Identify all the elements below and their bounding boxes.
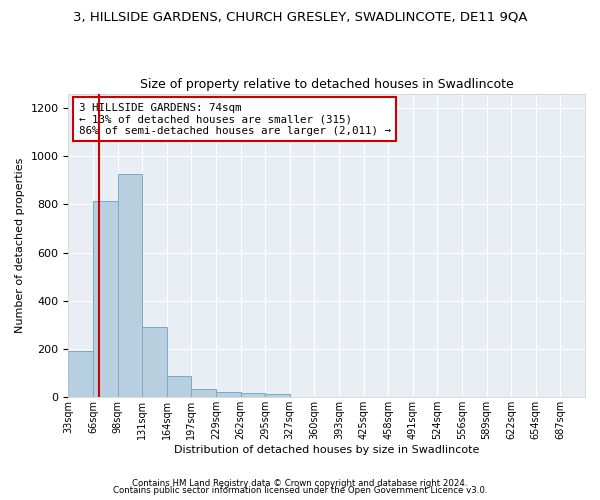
Text: Contains HM Land Registry data © Crown copyright and database right 2024.: Contains HM Land Registry data © Crown c… [132,478,468,488]
Title: Size of property relative to detached houses in Swadlincote: Size of property relative to detached ho… [140,78,514,91]
Text: Contains public sector information licensed under the Open Government Licence v3: Contains public sector information licen… [113,486,487,495]
Bar [265,394,290,398]
Bar [216,392,241,398]
Bar [142,328,167,398]
Bar [68,352,93,398]
Text: 3, HILLSIDE GARDENS, CHURCH GRESLEY, SWADLINCOTE, DE11 9QA: 3, HILLSIDE GARDENS, CHURCH GRESLEY, SWA… [73,10,527,23]
Text: 3 HILLSIDE GARDENS: 74sqm
← 13% of detached houses are smaller (315)
86% of semi: 3 HILLSIDE GARDENS: 74sqm ← 13% of detac… [79,102,391,136]
Y-axis label: Number of detached properties: Number of detached properties [15,158,25,333]
Bar [241,393,265,398]
Bar [93,201,118,398]
X-axis label: Distribution of detached houses by size in Swadlincote: Distribution of detached houses by size … [174,445,479,455]
Bar [118,174,142,398]
Bar [191,389,216,398]
Bar [167,376,191,398]
